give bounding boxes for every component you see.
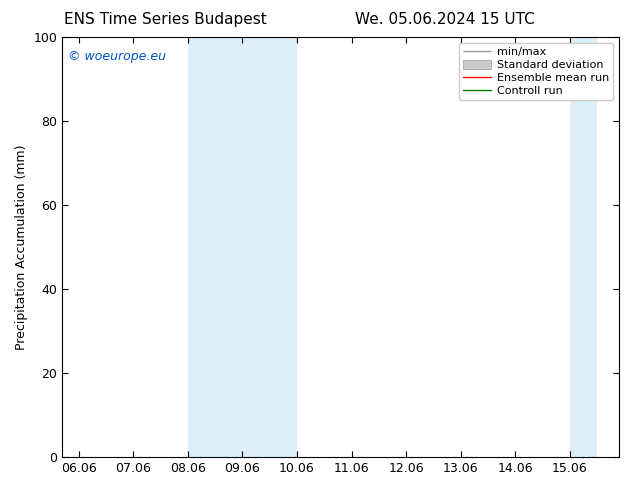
Text: ENS Time Series Budapest: ENS Time Series Budapest [63,12,266,27]
Y-axis label: Precipitation Accumulation (mm): Precipitation Accumulation (mm) [15,145,28,350]
Bar [242,37,297,457]
Text: © woeurope.eu: © woeurope.eu [68,50,166,63]
Bar [188,37,242,457]
Text: We. 05.06.2024 15 UTC: We. 05.06.2024 15 UTC [355,12,535,27]
Bar [570,37,597,457]
Legend: min/max, Standard deviation, Ensemble mean run, Controll run: min/max, Standard deviation, Ensemble me… [459,43,614,100]
